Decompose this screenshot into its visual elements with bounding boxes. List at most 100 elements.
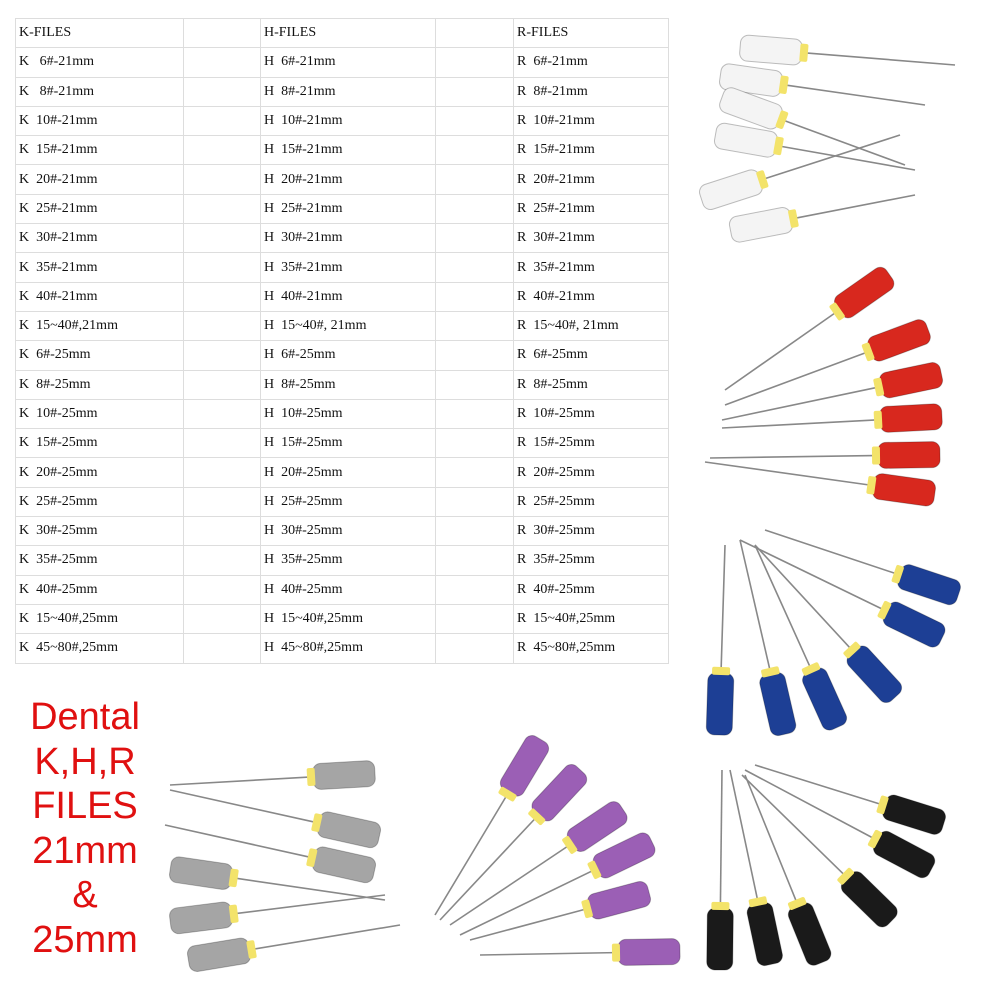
needle: [479, 951, 615, 956]
needle: [721, 419, 877, 429]
table-row: K 15#-25mm H 15#-25mm R 15#-25mm: [15, 428, 669, 459]
cell: R 15~40#,25mm: [513, 603, 669, 635]
cell: K 8#-25mm: [15, 369, 184, 400]
empty-cell: [183, 516, 261, 547]
cell: K 6#-25mm: [15, 340, 184, 371]
cell: K 6#-21mm: [15, 47, 184, 78]
needle: [720, 544, 726, 670]
table-row: K 40#-21mm H 40#-21mm R 40#-21mm: [15, 281, 669, 312]
empty-cell: [183, 428, 261, 459]
cell: K 35#-25mm: [15, 545, 184, 576]
table-row: K 35#-21mm H 35#-21mm R 35#-21mm: [15, 252, 669, 283]
caption-line: 25mm: [32, 918, 138, 961]
file: [721, 362, 944, 421]
handle: [787, 902, 832, 966]
stopper: [891, 564, 904, 584]
table-row: K 20#-25mm H 20#-25mm R 20#-25mm: [15, 457, 669, 488]
stopper: [837, 867, 854, 885]
stopper: [581, 899, 593, 919]
cell: R 8#-21mm: [513, 76, 669, 107]
cell: K 45~80#,25mm: [15, 633, 184, 664]
stopper: [873, 377, 885, 397]
empty-cell: [183, 281, 261, 312]
cell: R 30#-25mm: [513, 516, 669, 547]
needle: [795, 194, 916, 219]
handle: [897, 564, 961, 606]
needle: [709, 454, 875, 459]
needle: [739, 539, 883, 610]
needle: [754, 544, 852, 650]
stopper: [876, 795, 889, 815]
stopper: [562, 835, 578, 854]
handle: [867, 319, 931, 362]
handle: [186, 937, 251, 973]
handle: [617, 938, 681, 966]
cell: K 25#-21mm: [15, 193, 184, 225]
empty-cell: [183, 398, 261, 430]
empty-cell: [183, 369, 261, 400]
cell: R 10#-21mm: [513, 105, 669, 137]
cell: K 10#-25mm: [15, 398, 184, 430]
file: [706, 769, 734, 971]
stopper: [306, 848, 318, 867]
size-table: K-FILES H-FILES R-FILES K 6#-21mm H 6#-21mm R…: [15, 17, 669, 664]
cell: K 35#-21mm: [15, 252, 184, 283]
stopper: [761, 666, 780, 678]
handle: [878, 362, 944, 399]
cell: H 25#-25mm: [260, 486, 436, 518]
stopper: [799, 43, 809, 62]
stopper: [228, 868, 239, 888]
file: [744, 774, 832, 966]
stopper: [306, 767, 316, 787]
handle: [169, 901, 233, 935]
empty-cell: [435, 135, 514, 166]
file: [754, 764, 946, 835]
cell: K-FILES: [15, 17, 184, 49]
empty-cell: [183, 47, 261, 78]
empty-cell: [435, 310, 514, 342]
cell: H 20#-21mm: [260, 164, 436, 195]
empty-cell: [435, 398, 514, 430]
file: [459, 832, 656, 936]
file: [479, 938, 681, 966]
needle: [729, 769, 759, 900]
cell: H 6#-25mm: [260, 340, 436, 371]
empty-cell: [435, 223, 514, 254]
file: [724, 266, 895, 391]
cell: K 25#-25mm: [15, 486, 184, 518]
cell: H 25#-21mm: [260, 193, 436, 225]
needle: [754, 544, 811, 668]
empty-cell: [435, 574, 514, 605]
needle: [434, 795, 508, 916]
table-row: K-FILES H-FILES R-FILES: [15, 17, 669, 49]
stopper: [611, 943, 621, 962]
file: [764, 529, 961, 606]
needle: [449, 845, 569, 926]
file: [705, 544, 735, 736]
file: [169, 894, 386, 935]
empty-cell: [435, 545, 514, 576]
empty-cell: [435, 633, 514, 664]
cell: H 30#-21mm: [260, 223, 436, 254]
stopper: [788, 209, 799, 228]
handle: [728, 207, 794, 243]
stopper: [748, 896, 768, 908]
cell: K 40#-21mm: [15, 281, 184, 312]
empty-cell: [183, 340, 261, 371]
needle: [785, 84, 926, 106]
file: [741, 774, 898, 928]
needle: [164, 824, 311, 858]
empty-cell: [435, 516, 514, 547]
cell: R 6#-25mm: [513, 340, 669, 371]
file: [469, 881, 652, 941]
table-row: K 25#-21mm H 25#-21mm R 25#-21mm: [15, 193, 669, 225]
cell: R 35#-21mm: [513, 252, 669, 283]
cell: K 15#-21mm: [15, 135, 184, 166]
empty-cell: [183, 633, 261, 664]
cell: H-FILES: [260, 17, 436, 49]
table-row: K 15~40#,25mm H 15~40#,25mm R 15~40#,25mm: [15, 603, 669, 635]
cell: H 8#-21mm: [260, 76, 436, 107]
needle: [744, 774, 798, 902]
stopper: [867, 829, 883, 849]
